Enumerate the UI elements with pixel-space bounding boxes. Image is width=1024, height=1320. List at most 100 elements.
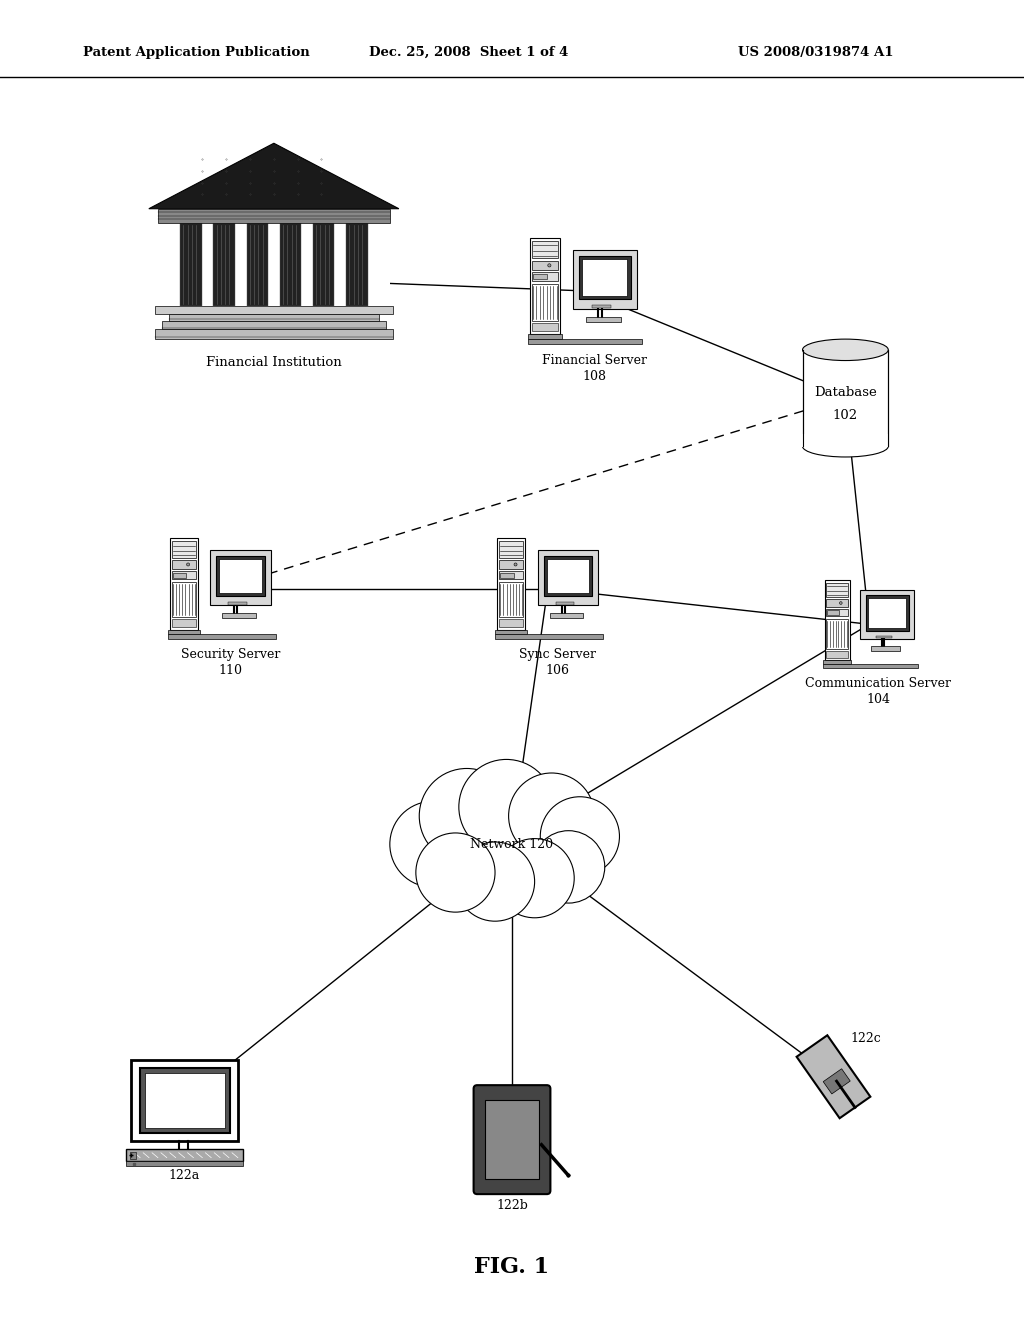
Bar — [827, 610, 839, 615]
Text: 102: 102 — [833, 409, 858, 422]
Bar — [802, 434, 890, 447]
Bar — [131, 1060, 238, 1140]
Bar — [532, 242, 558, 259]
Bar — [499, 582, 523, 616]
Circle shape — [416, 833, 495, 912]
Bar — [592, 305, 611, 308]
Bar — [495, 634, 603, 639]
Text: FIG. 1: FIG. 1 — [474, 1257, 550, 1278]
Bar — [499, 560, 523, 569]
Circle shape — [456, 842, 535, 921]
Bar — [822, 660, 851, 664]
Bar — [822, 664, 919, 668]
Text: 104: 104 — [866, 693, 890, 706]
Circle shape — [495, 838, 574, 917]
Bar — [580, 256, 631, 298]
Bar — [158, 223, 390, 306]
Ellipse shape — [803, 339, 888, 360]
Bar — [860, 590, 913, 639]
Circle shape — [840, 602, 842, 605]
Text: Database: Database — [814, 385, 877, 399]
Bar — [210, 549, 271, 606]
Text: Network 120: Network 120 — [470, 838, 554, 851]
Bar — [527, 338, 642, 345]
Bar — [172, 619, 196, 627]
Bar — [803, 350, 888, 446]
Bar — [529, 238, 560, 334]
Polygon shape — [823, 1069, 850, 1094]
Bar — [586, 317, 621, 322]
Bar — [168, 630, 200, 634]
Bar — [532, 272, 558, 281]
Bar — [170, 539, 198, 630]
Bar — [868, 598, 906, 628]
Polygon shape — [148, 144, 399, 209]
Text: 110: 110 — [218, 664, 243, 677]
Bar — [139, 1068, 229, 1133]
Circle shape — [459, 759, 554, 854]
Bar — [280, 223, 301, 306]
Circle shape — [532, 830, 605, 903]
Bar — [532, 323, 558, 331]
Bar — [162, 321, 386, 329]
Text: 108: 108 — [583, 370, 606, 383]
Bar — [172, 541, 196, 558]
Text: 122b: 122b — [496, 1199, 528, 1212]
Bar — [172, 572, 196, 579]
Bar — [169, 314, 379, 321]
Bar — [155, 306, 393, 314]
Bar — [877, 636, 893, 639]
Bar — [346, 223, 368, 306]
Bar — [544, 556, 592, 597]
Circle shape — [509, 774, 595, 859]
Bar — [499, 541, 523, 558]
Bar — [556, 602, 574, 605]
Circle shape — [548, 264, 551, 267]
Text: 122c: 122c — [850, 1032, 881, 1044]
Text: 106: 106 — [546, 664, 569, 677]
Bar — [228, 602, 247, 605]
Bar — [219, 558, 262, 593]
Bar — [583, 259, 628, 296]
Bar — [499, 572, 523, 579]
Bar — [826, 599, 848, 607]
Text: Sync Server: Sync Server — [519, 648, 596, 661]
Ellipse shape — [803, 436, 888, 457]
Bar — [500, 573, 513, 578]
Bar — [826, 582, 848, 597]
FancyBboxPatch shape — [473, 1085, 551, 1195]
Bar — [484, 1100, 540, 1179]
Bar — [495, 630, 527, 634]
Bar — [213, 223, 234, 306]
Bar — [222, 614, 256, 618]
Bar — [158, 209, 390, 223]
Bar — [826, 619, 848, 649]
Bar — [247, 223, 268, 306]
Bar — [180, 223, 202, 306]
Text: Patent Application Publication: Patent Application Publication — [83, 46, 310, 59]
Bar — [532, 284, 558, 321]
Bar — [173, 573, 186, 578]
Circle shape — [419, 768, 514, 863]
Bar — [824, 579, 850, 660]
Bar — [144, 1073, 224, 1127]
Circle shape — [390, 801, 476, 887]
Bar — [550, 614, 583, 618]
Bar — [871, 647, 900, 651]
Bar — [572, 249, 637, 309]
Text: Financial Institution: Financial Institution — [206, 356, 342, 370]
Text: Financial Server: Financial Server — [542, 354, 647, 367]
Circle shape — [186, 562, 189, 566]
Bar — [532, 260, 558, 271]
Polygon shape — [797, 1035, 870, 1118]
Bar — [130, 1151, 136, 1159]
Text: US 2008/0319874 A1: US 2008/0319874 A1 — [738, 46, 894, 59]
Bar — [499, 619, 523, 627]
Bar — [527, 334, 562, 338]
Bar — [126, 1150, 243, 1162]
Bar — [497, 539, 525, 630]
Bar — [547, 558, 589, 593]
Bar — [172, 582, 196, 616]
Bar — [826, 651, 848, 657]
Bar — [216, 556, 265, 597]
